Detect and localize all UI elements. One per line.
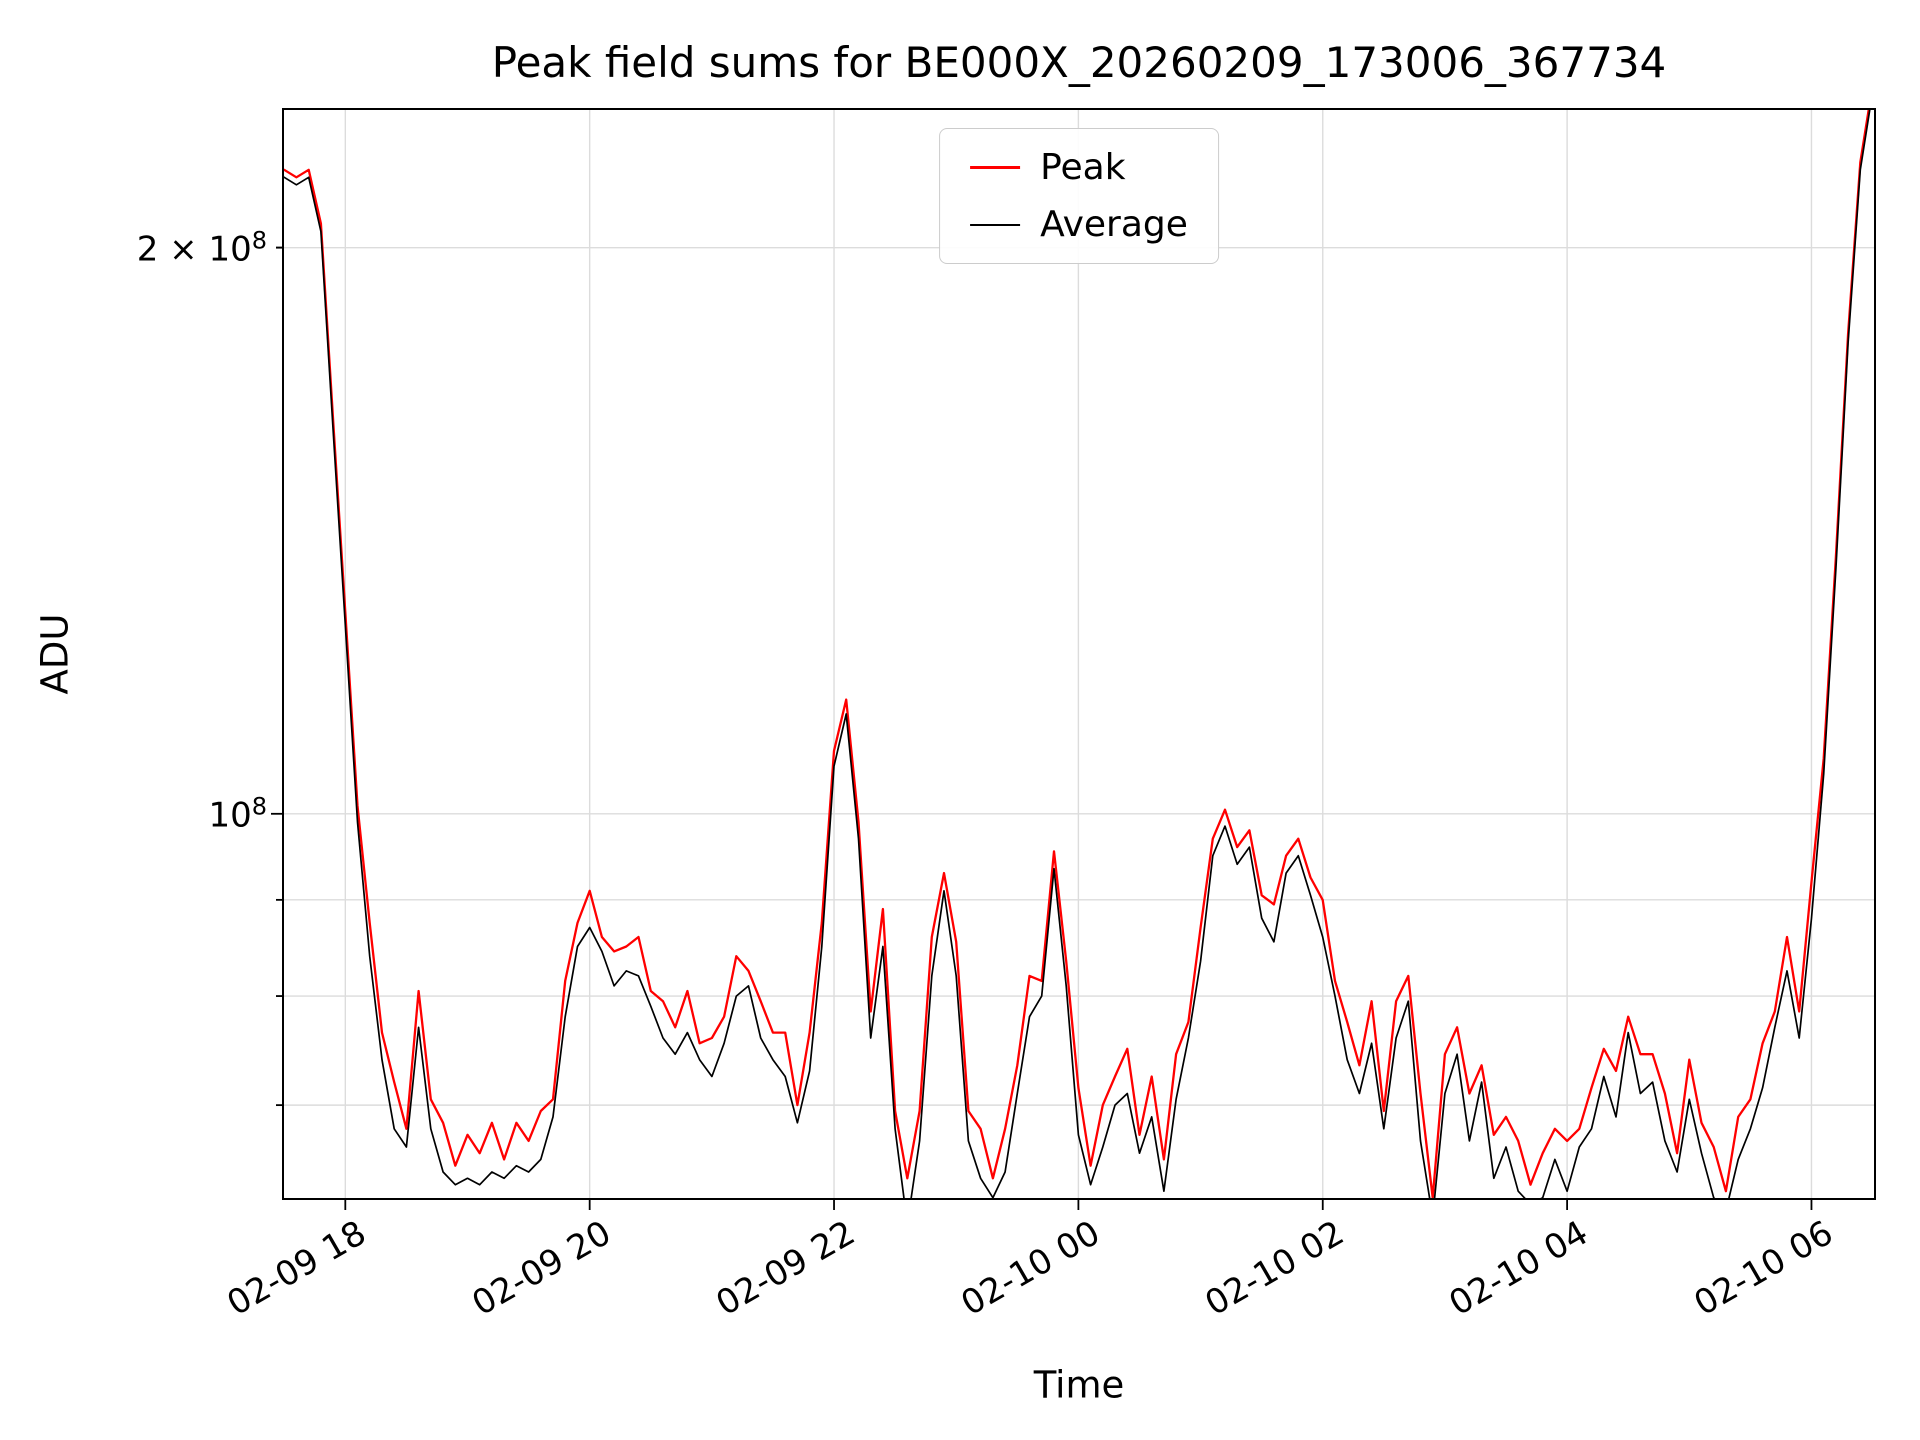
legend: Peak Average — [939, 128, 1219, 264]
legend-line-peak — [970, 166, 1021, 169]
gridlines — [283, 109, 1875, 1199]
x-axis-label: Time — [1033, 1363, 1125, 1407]
y-tick-label-0: 108 — [208, 792, 267, 836]
legend-item-peak: Peak — [970, 147, 1188, 188]
series-group — [283, 109, 1871, 1199]
legend-label-average: Average — [1040, 204, 1188, 245]
series-line-peak — [283, 109, 1870, 1199]
legend-label-peak: Peak — [1040, 147, 1126, 188]
legend-line-average — [970, 223, 1021, 226]
series-line-average — [283, 109, 1871, 1199]
chart-title: Peak field sums for BE000X_20260209_1730… — [491, 38, 1667, 87]
tick-marks — [271, 246, 1813, 1210]
y-axis-label: ADU — [33, 613, 77, 695]
y-tick-label-1: 2 × 108 — [136, 225, 267, 270]
legend-item-average: Average — [970, 204, 1188, 245]
